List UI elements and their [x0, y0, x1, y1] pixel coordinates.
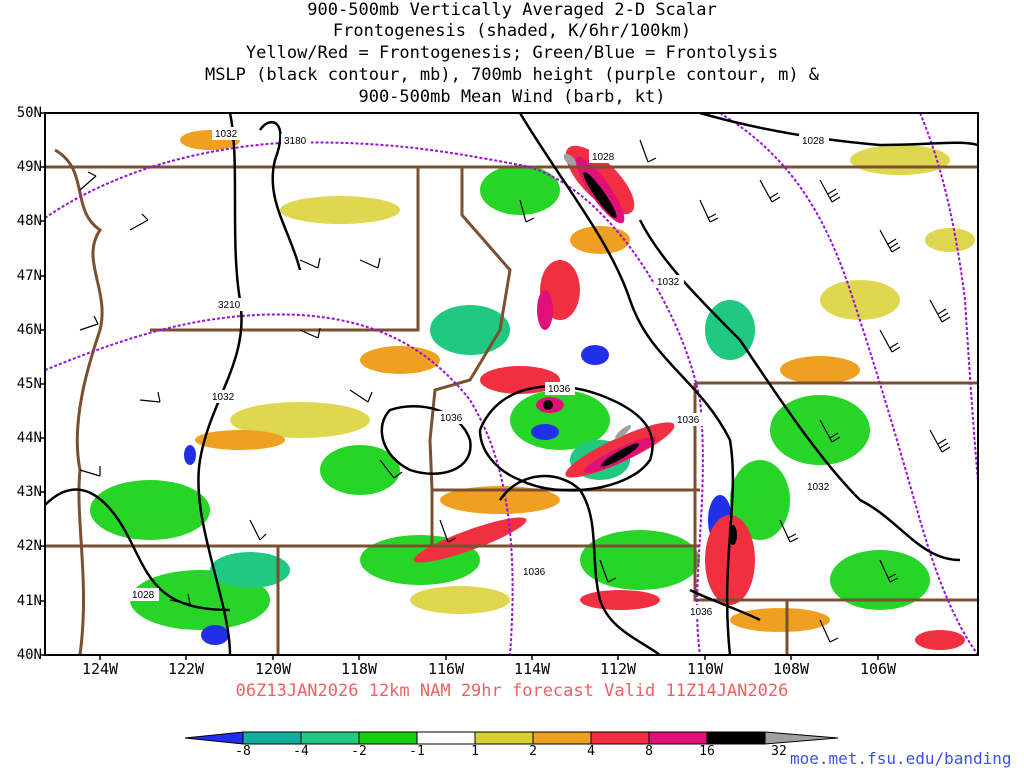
lat-label: 48N — [16, 213, 42, 229]
colorbar-label: 2 — [529, 744, 537, 759]
mslp-label: 1036 — [523, 567, 546, 578]
height-label: 3210 — [218, 300, 241, 311]
lat-label: 43N — [16, 484, 42, 500]
lon-label: 118W — [340, 660, 378, 678]
state-borders — [45, 148, 978, 655]
title-line-4: MSLP (black contour, mb), 700mb height (… — [204, 65, 820, 85]
mslp-label: 1036 — [677, 415, 700, 426]
title-line-1: 900-500mb Vertically Averaged 2-D Scalar — [307, 0, 717, 20]
colorbar-label: -8 — [235, 744, 251, 759]
colorbar-label: -2 — [351, 744, 367, 759]
shading-layer — [90, 130, 975, 650]
height-label: 3180 — [284, 136, 307, 147]
mslp-label: 1032 — [807, 482, 830, 493]
lon-label: 120W — [254, 660, 292, 678]
lat-label: 42N — [16, 538, 42, 554]
title-line-5: 900-500mb Mean Wind (barb, kt) — [358, 87, 666, 107]
mslp-label: 1036 — [548, 384, 571, 395]
lat-label: 50N — [16, 105, 42, 121]
wind-barbs — [79, 139, 951, 643]
axis-ticks — [40, 112, 879, 660]
barb-group — [79, 171, 97, 191]
lon-label: 114W — [513, 660, 551, 678]
lon-label: 116W — [427, 660, 465, 678]
colorbar-label: 1 — [471, 744, 479, 759]
source-url-link[interactable]: moe.met.fsu.edu/banding — [790, 749, 1012, 768]
mslp-label: 1032 — [657, 277, 680, 288]
contour-labels: 1032 1028 1028 1032 1032 1036 1036 1036 … — [129, 127, 834, 618]
mslp-label: 1036 — [440, 413, 463, 424]
mslp-label: 1028 — [132, 590, 155, 601]
title-line-3: Yellow/Red = Frontogenesis; Green/Blue =… — [245, 43, 779, 63]
valid-time-text: 06Z13JAN2026 12km NAM 29hr forecast Vali… — [235, 681, 789, 701]
colorbar-label: 16 — [699, 744, 715, 759]
lat-label: 44N — [16, 430, 42, 446]
lon-label: 112W — [599, 660, 637, 678]
lat-label: 47N — [16, 268, 42, 284]
lon-label: 108W — [772, 660, 810, 678]
lon-label: 110W — [686, 660, 724, 678]
mslp-label: 1036 — [690, 607, 713, 618]
mslp-label: 1028 — [802, 136, 825, 147]
mslp-label: 1032 — [212, 392, 235, 403]
colorbar-label: -4 — [293, 744, 309, 759]
colorbar-label: -1 — [409, 744, 425, 759]
lat-label: 49N — [16, 159, 42, 175]
lon-label: 124W — [81, 660, 119, 678]
colorbar-label: 4 — [587, 744, 595, 759]
lat-label: 40N — [16, 647, 42, 663]
height-contours — [45, 113, 978, 655]
colorbar-label: 32 — [771, 744, 787, 759]
lon-label: 106W — [859, 660, 897, 678]
colorbar — [184, 731, 839, 745]
lat-label: 46N — [16, 322, 42, 338]
lon-label: 122W — [167, 660, 205, 678]
mslp-label: 1028 — [592, 152, 615, 163]
mslp-label: 1032 — [215, 129, 238, 140]
colorbar-label: 8 — [645, 744, 653, 759]
lat-label: 41N — [16, 593, 42, 609]
lat-label: 45N — [16, 376, 42, 392]
title-line-2: Frontogenesis (shaded, K/6hr/100km) — [332, 21, 692, 41]
